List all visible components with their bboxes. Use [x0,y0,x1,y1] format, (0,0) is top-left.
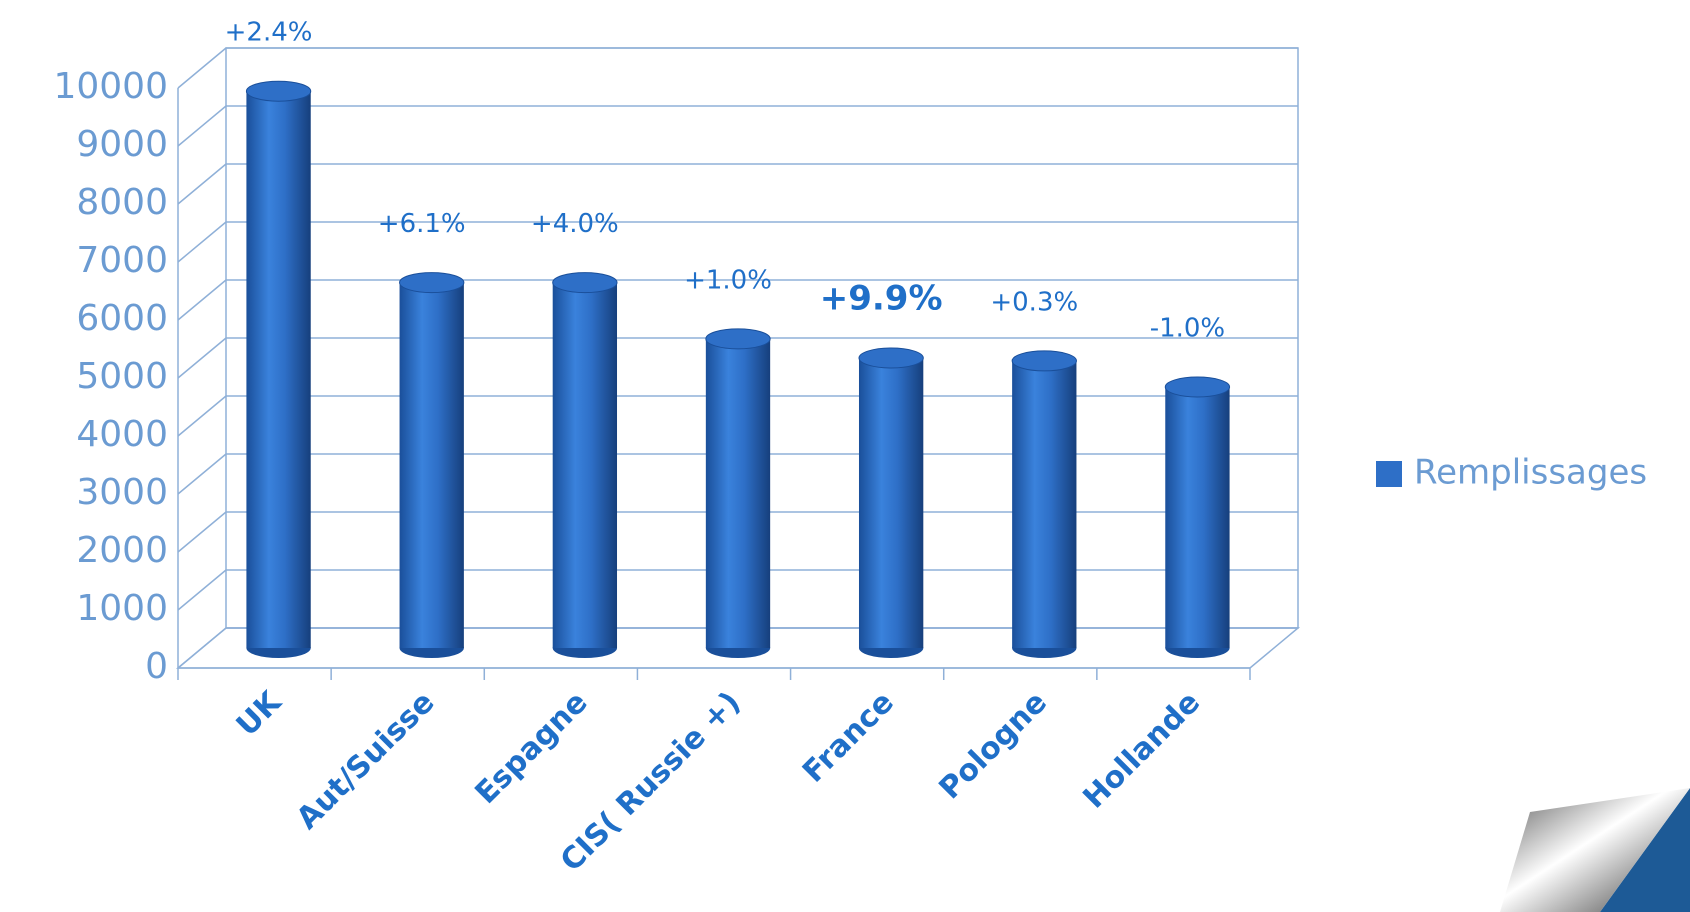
bar-top [1011,350,1077,372]
legend-label: Remplissages [1414,453,1647,493]
annotation: +9.9% [820,279,943,319]
x-tick-label: France [796,685,901,790]
annotation: +2.4% [225,18,313,48]
grid-line [177,627,227,669]
y-tick-label: 0 [145,646,168,687]
annotation: +6.1% [378,209,466,239]
y-tick-label: 10000 [53,66,168,107]
grid-line [177,453,227,495]
y-tick-label: 6000 [76,298,168,339]
grid-line [177,105,227,147]
x-tick-label: UK [230,684,290,744]
bar-top [245,80,312,102]
bar [246,91,311,648]
bar [1165,387,1230,648]
y-tick-label: 3000 [76,472,168,513]
grid-line [177,47,227,89]
grid-line [177,163,227,205]
grid-line [177,221,227,263]
y-tick-label: 2000 [76,530,168,571]
y-tick-label: 9000 [76,124,168,165]
bar [705,338,771,648]
annotation: +4.0% [531,209,619,239]
annotation: +1.0% [684,265,772,295]
y-tick-label: 8000 [76,182,168,223]
x-tick-label: Aut/Suisse [290,685,441,836]
annotation: +0.3% [990,287,1078,317]
grid-line [177,395,227,437]
x-tick-label: Hollande [1076,685,1207,816]
grid-line [177,511,227,553]
legend-swatch [1376,461,1402,487]
bar [1012,360,1077,648]
bar-top [399,272,465,294]
page-curl [1500,788,1690,912]
x-tick-label: Pologne [933,685,1054,806]
bar-top [705,328,771,350]
grid-line [177,569,227,611]
y-tick-label: 4000 [76,414,168,455]
grid-line [177,279,227,321]
grid-line [177,337,227,379]
bar-top [552,272,618,294]
bar [552,282,618,648]
y-tick-label: 5000 [76,356,168,397]
bar [399,282,464,648]
y-tick-label: 1000 [76,588,168,629]
bar-top [858,347,924,369]
bar-top [1164,376,1231,398]
x-tick-label: Espagne [468,685,594,811]
bar [858,358,924,648]
y-tick-label: 7000 [76,240,168,281]
annotation: -1.0% [1150,314,1225,344]
